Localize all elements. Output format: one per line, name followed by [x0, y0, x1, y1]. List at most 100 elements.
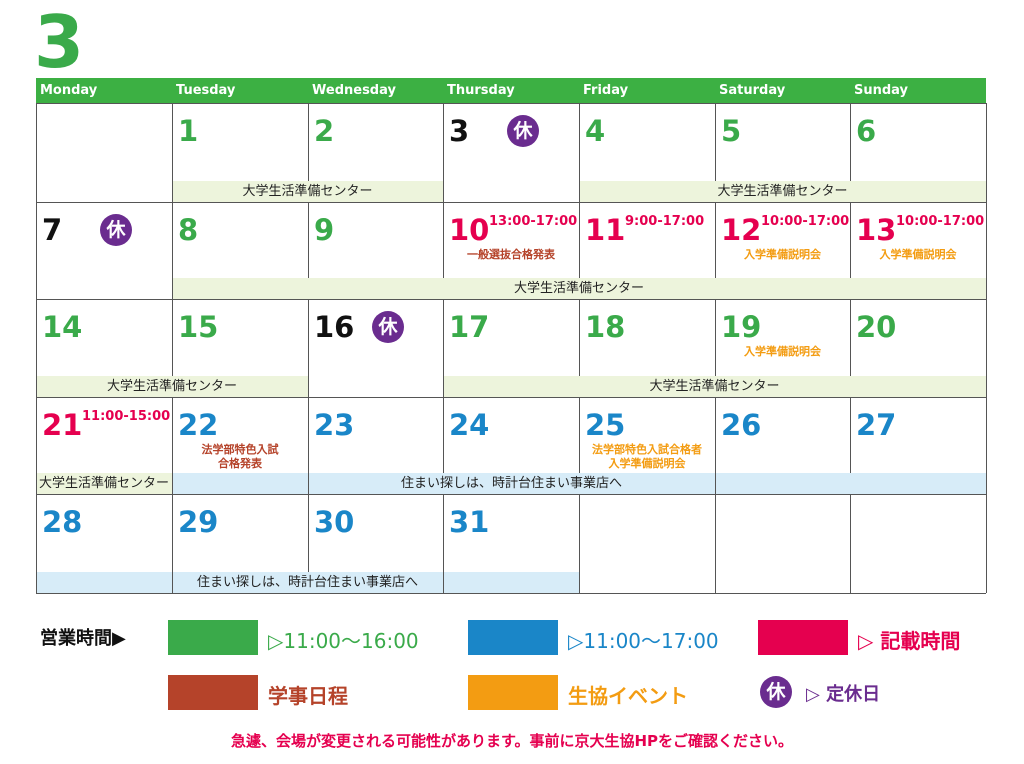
col-line [850, 202, 851, 278]
col-line [36, 397, 37, 494]
header-bar [36, 78, 986, 103]
day-number: 5 [721, 114, 742, 148]
legend-text: 学事日程 [268, 684, 348, 708]
day-number: 18 [585, 310, 626, 344]
col-line [579, 397, 580, 473]
col-line [579, 202, 580, 278]
col-line [850, 299, 851, 376]
col-line [443, 494, 444, 593]
day-number: 19 [721, 310, 762, 344]
legend-text: ▷11:00〜16:00 [268, 629, 419, 653]
col-line [36, 494, 37, 593]
col-line [172, 103, 173, 202]
col-line [308, 103, 309, 181]
day-number: 2 [314, 114, 335, 148]
col-line [715, 397, 716, 494]
day-number: 6 [856, 114, 877, 148]
band [715, 473, 986, 494]
day-number: 29 [178, 505, 219, 539]
time: 10:00-17:00 [761, 214, 850, 229]
col-line [986, 202, 987, 299]
col-line [308, 202, 309, 278]
day-number: 27 [856, 408, 897, 442]
day-number: 26 [721, 408, 762, 442]
legend-text: 生協イベント [568, 684, 688, 708]
day-number: 12 [721, 213, 762, 247]
col-line [172, 397, 173, 494]
col-line [308, 397, 309, 494]
col-line [172, 202, 173, 299]
weekday: Monday [40, 83, 98, 98]
weekday: Tuesday [176, 83, 236, 98]
col-line [443, 202, 444, 278]
legend-swatch [758, 620, 848, 655]
col-line [715, 103, 716, 181]
day-number: 3 [449, 114, 470, 148]
time: 11:00-15:00 [82, 409, 171, 424]
col-line [579, 103, 580, 202]
col-line [986, 103, 987, 202]
weekday: Friday [583, 83, 629, 98]
legend-swatch [468, 675, 558, 710]
col-line [986, 299, 987, 397]
col-line [443, 299, 444, 397]
col-line [579, 494, 580, 593]
day-number: 21 [42, 408, 83, 442]
note: 入学準備説明会 [744, 248, 821, 261]
day-number: 22 [178, 408, 219, 442]
legend-text: ▷ 記載時間 [858, 629, 961, 653]
col-line [443, 103, 444, 202]
legend-closed-text: ▷ 定休日 [806, 684, 881, 705]
band: 住まい探しは、時計台住まい事業店へ [308, 473, 715, 494]
day-number: 15 [178, 310, 219, 344]
note: 法学部特色入試 合格発表 [201, 443, 279, 470]
col-line [715, 202, 716, 278]
legend-swatch [168, 620, 258, 655]
legend-closed-mark: 休 [760, 676, 792, 708]
legend-label: 営業時間▶ [40, 628, 126, 649]
day-number: 8 [178, 213, 199, 247]
day-number: 9 [314, 213, 335, 247]
col-line [36, 103, 37, 202]
col-line [579, 299, 580, 376]
row-line [36, 593, 986, 594]
band: 住まい探しは、時計台住まい事業店へ [172, 572, 443, 593]
band [36, 572, 172, 593]
weekday: Thursday [447, 83, 515, 98]
col-line [308, 494, 309, 572]
band [172, 473, 308, 494]
legend-swatch [468, 620, 558, 655]
closed-mark: 休 [100, 214, 132, 246]
col-line [715, 299, 716, 376]
band: 大学生活準備センター [172, 181, 443, 202]
col-line [308, 299, 309, 397]
closed-mark: 休 [507, 115, 539, 147]
day-number: 16 [314, 310, 355, 344]
day-number: 17 [449, 310, 490, 344]
col-line [715, 494, 716, 593]
day-number: 1 [178, 114, 199, 148]
row-line [36, 299, 986, 300]
day-number: 7 [42, 213, 63, 247]
weekday: Saturday [719, 83, 786, 98]
note: 法学部特色入試合格者 入学準備説明会 [592, 443, 702, 470]
row-line [36, 103, 986, 104]
col-line [172, 299, 173, 376]
day-number: 10 [449, 213, 490, 247]
day-number: 14 [42, 310, 83, 344]
day-number: 13 [856, 213, 897, 247]
col-line [850, 103, 851, 181]
row-line [36, 202, 986, 203]
col-line [850, 494, 851, 593]
col-line [36, 202, 37, 299]
col-line [36, 299, 37, 397]
time: 10:00-17:00 [896, 214, 985, 229]
time: 13:00-17:00 [489, 214, 578, 229]
day-number: 31 [449, 505, 490, 539]
note: 一般選抜合格発表 [467, 248, 555, 261]
legend-swatch [168, 675, 258, 710]
band: 大学生活準備センター [36, 473, 172, 494]
day-number: 4 [585, 114, 606, 148]
band: 大学生活準備センター [172, 278, 986, 299]
